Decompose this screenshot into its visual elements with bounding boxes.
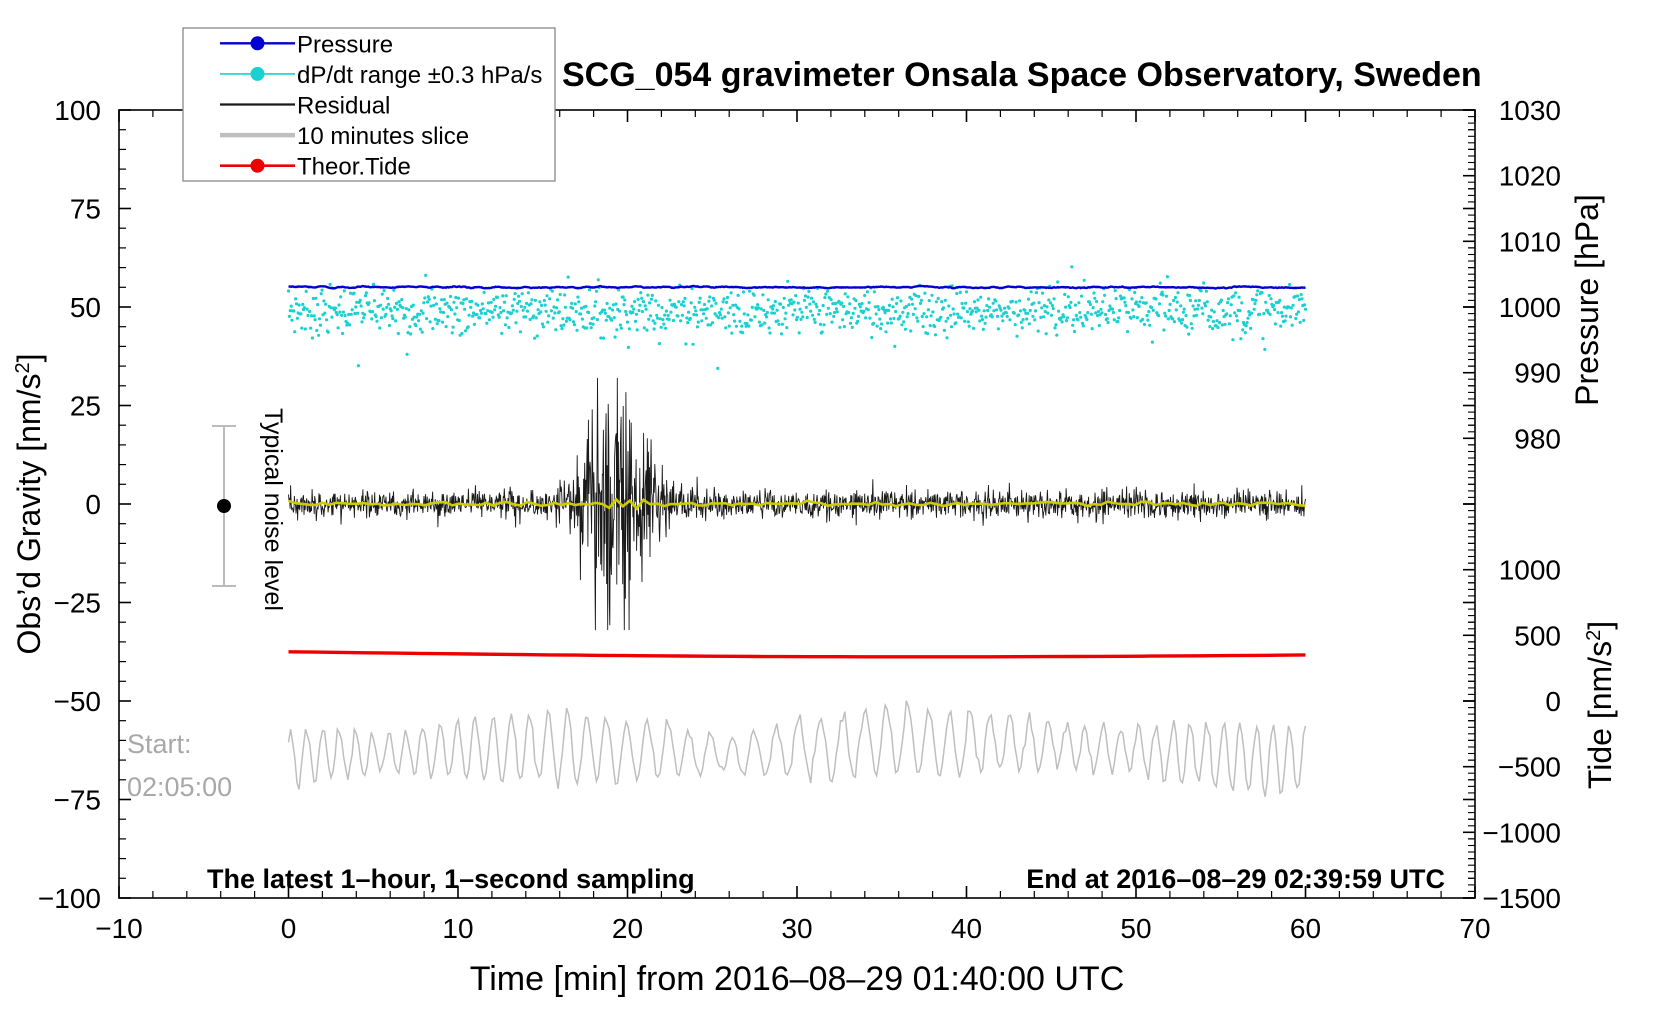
svg-text:−100: −100	[38, 883, 101, 914]
svg-text:500: 500	[1514, 620, 1561, 651]
svg-text:40: 40	[951, 913, 982, 944]
svg-text:0: 0	[85, 489, 101, 520]
svg-text:−50: −50	[54, 686, 102, 717]
svg-text:Pressure: Pressure	[297, 31, 393, 58]
svg-text:990: 990	[1514, 358, 1561, 389]
svg-text:−75: −75	[54, 785, 102, 816]
svg-text:1020: 1020	[1499, 161, 1561, 192]
svg-text:−500: −500	[1498, 752, 1561, 783]
svg-text:50: 50	[70, 292, 101, 323]
svg-text:25: 25	[70, 391, 101, 422]
svg-text:Tide [nm/s2]: Tide [nm/s2]	[1582, 621, 1618, 789]
svg-text:Start:: Start:	[127, 729, 192, 759]
svg-text:60: 60	[1290, 913, 1321, 944]
svg-text:980: 980	[1514, 423, 1561, 454]
svg-text:70: 70	[1459, 913, 1490, 944]
svg-text:End at 2016–08–29 02:39:59 UTC: End at 2016–08–29 02:39:59 UTC	[1026, 864, 1445, 894]
svg-text:0: 0	[281, 913, 297, 944]
svg-text:30: 30	[781, 913, 812, 944]
svg-text:50: 50	[1120, 913, 1151, 944]
svg-text:1000: 1000	[1499, 555, 1561, 586]
svg-text:−25: −25	[54, 588, 102, 619]
svg-text:10 minutes slice: 10 minutes slice	[297, 123, 469, 150]
svg-text:Pressure [hPa]: Pressure [hPa]	[1569, 194, 1605, 406]
svg-text:Typical noise level: Typical noise level	[259, 408, 287, 611]
svg-text:Obs’d Gravity [nm/s2]: Obs’d Gravity [nm/s2]	[11, 354, 47, 655]
svg-text:20: 20	[612, 913, 643, 944]
svg-text:02:05:00: 02:05:00	[127, 772, 232, 802]
svg-text:0: 0	[1545, 686, 1561, 717]
svg-text:−1000: −1000	[1482, 817, 1561, 848]
svg-text:100: 100	[54, 95, 101, 126]
svg-text:−1500: −1500	[1482, 883, 1561, 914]
svg-text:Residual: Residual	[297, 93, 390, 120]
svg-text:The latest 1–hour, 1–second sa: The latest 1–hour, 1–second sampling	[207, 864, 695, 894]
svg-text:10: 10	[442, 913, 473, 944]
svg-text:SCG_054 gravimeter Onsala Spac: SCG_054 gravimeter Onsala Space Observat…	[562, 56, 1482, 94]
svg-text:1030: 1030	[1499, 95, 1561, 126]
svg-text:dP/dt range ±0.3 hPa/s: dP/dt range ±0.3 hPa/s	[297, 62, 542, 89]
svg-text:Time [min] from 2016–08–29 01:: Time [min] from 2016–08–29 01:40:00 UTC	[470, 960, 1125, 998]
svg-text:75: 75	[70, 194, 101, 225]
svg-text:1000: 1000	[1499, 292, 1561, 323]
svg-text:Theor.Tide: Theor.Tide	[297, 154, 411, 181]
svg-text:1010: 1010	[1499, 226, 1561, 257]
svg-text:−10: −10	[95, 913, 143, 944]
